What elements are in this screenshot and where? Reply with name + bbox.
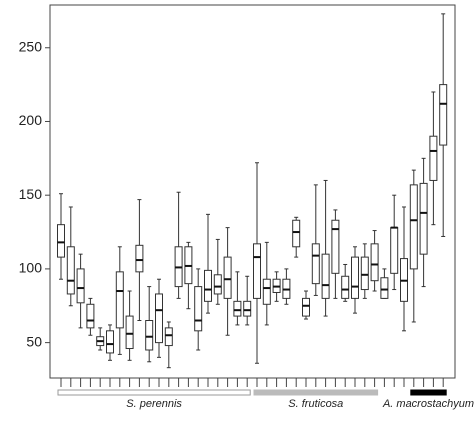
y-tick-label: 50 — [26, 333, 42, 349]
y-tick-label: 150 — [19, 186, 43, 202]
box — [390, 227, 399, 274]
box — [439, 84, 448, 146]
box — [194, 286, 203, 332]
group-bar — [57, 389, 251, 396]
plot-frame — [49, 4, 456, 379]
group-bar — [253, 389, 379, 396]
box — [360, 256, 369, 291]
box — [86, 303, 95, 329]
box — [155, 293, 163, 344]
box — [302, 297, 310, 317]
group-label: S. fruticosa — [288, 398, 343, 410]
box — [370, 243, 379, 282]
box — [106, 330, 114, 354]
box — [292, 219, 301, 248]
box — [213, 274, 222, 295]
box — [76, 268, 85, 304]
box — [429, 135, 438, 181]
group-bar — [410, 389, 447, 396]
y-tick-label: 200 — [19, 112, 43, 128]
box — [223, 256, 232, 299]
box — [233, 300, 242, 317]
box — [311, 243, 320, 285]
box — [409, 184, 418, 270]
box — [321, 253, 330, 299]
box — [204, 269, 212, 302]
box — [145, 320, 154, 351]
group-label: S. perennis — [126, 398, 182, 410]
box — [380, 277, 389, 299]
box — [66, 246, 75, 295]
group-label: A. macrostachyum — [382, 398, 474, 410]
box — [57, 224, 65, 258]
box — [135, 244, 144, 273]
box — [341, 275, 350, 299]
box — [243, 300, 252, 317]
box — [331, 219, 340, 274]
box — [262, 278, 271, 305]
box — [351, 256, 359, 299]
box — [125, 315, 134, 350]
box — [115, 271, 124, 329]
y-tick-label: 250 — [19, 38, 43, 54]
y-tick-label: 100 — [19, 260, 43, 276]
box — [164, 327, 173, 347]
box — [253, 243, 261, 299]
box — [419, 182, 428, 255]
